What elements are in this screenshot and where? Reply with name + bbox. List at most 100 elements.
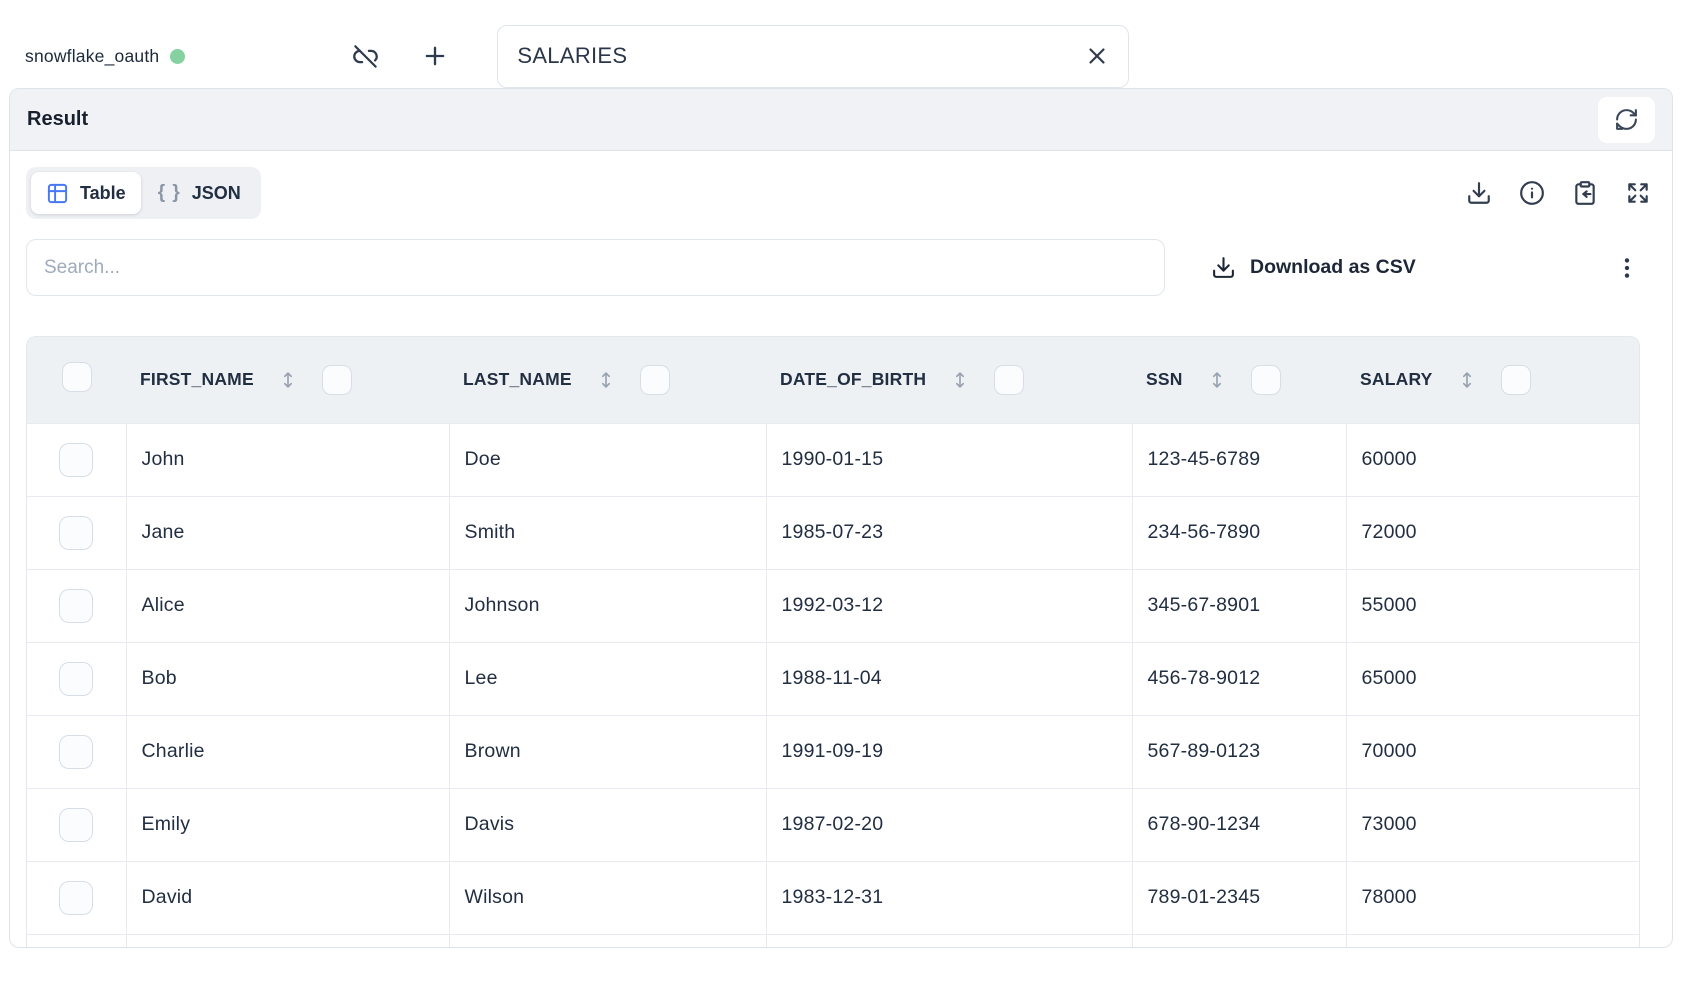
column-checkbox[interactable] (1250, 364, 1281, 395)
table-cell: Alice (125, 568, 449, 642)
expand-button[interactable] (1625, 180, 1651, 206)
sort-icon[interactable] (949, 369, 971, 391)
tab-table[interactable]: Table (31, 172, 141, 214)
add-button[interactable] (417, 38, 453, 74)
download-csv-label: Download as CSV (1250, 256, 1416, 278)
refresh-button[interactable] (1598, 96, 1655, 143)
clear-table-button[interactable] (1082, 41, 1112, 71)
table-row: Alice Johnson 1992-03-12 345-67-8901 55000 (27, 568, 1639, 642)
row-checkbox[interactable] (59, 661, 94, 696)
table-cell (448, 933, 766, 947)
table-cell: 1990-01-15 (765, 422, 1132, 496)
kebab-menu-icon (1624, 257, 1630, 278)
table-cell (1131, 933, 1346, 947)
tab-table-label: Table (80, 182, 126, 203)
row-checkbox[interactable] (59, 807, 94, 842)
table-grid-icon (47, 183, 68, 203)
table-cell: 234-56-7890 (1131, 495, 1346, 569)
result-header: Result (10, 89, 1672, 151)
row-select-cell (27, 568, 126, 642)
column-checkbox[interactable] (1500, 364, 1531, 395)
sort-icon[interactable] (1456, 369, 1478, 391)
column-checkbox[interactable] (994, 364, 1025, 395)
table-row: Charlie Brown 1991-09-19 567-89-0123 70000 (27, 714, 1639, 788)
table-cell: Brown (448, 714, 766, 788)
table-cell: 456-78-9012 (1131, 641, 1346, 715)
view-tab-group: Table JSON (26, 167, 261, 219)
info-button[interactable] (1519, 180, 1545, 206)
column-checkbox[interactable] (639, 364, 670, 395)
sort-icon[interactable] (1206, 369, 1228, 391)
table-cell: Smith (448, 495, 766, 569)
column-label[interactable]: FIRST_NAME (140, 369, 254, 390)
table-body: John Doe 1990-01-15 123-45-6789 60000 Jane Smi… (27, 422, 1639, 947)
expand-icon (1628, 183, 1648, 203)
table-row: Emily Davis 1987-02-20 678-90-1234 73000 (27, 787, 1639, 861)
table-cell: John (125, 422, 449, 496)
top-bar: snowflake_oauth (0, 0, 1682, 88)
table-cell: 55000 (1345, 568, 1639, 642)
download-csv-button[interactable]: Download as CSV (1205, 254, 1422, 281)
sort-icon[interactable] (277, 369, 299, 391)
table-cell: 1983-12-31 (765, 860, 1132, 934)
table-cell: 123-45-6789 (1131, 422, 1346, 496)
table-cell: 78000 (1345, 860, 1639, 934)
table-header: FIRST_NAME LAST_NAME (27, 337, 1639, 423)
download-icon (1213, 257, 1234, 278)
tab-json[interactable]: JSON (143, 172, 256, 214)
row-select-cell (27, 422, 126, 496)
download-button[interactable] (1466, 180, 1492, 206)
table-cell: 1992-03-12 (765, 568, 1132, 642)
table-cell: Johnson (448, 568, 766, 642)
unlink-button[interactable] (348, 39, 383, 74)
table-cell: Davis (448, 787, 766, 861)
search-row: Download as CSV (26, 239, 1656, 296)
view-switch-row: Table JSON (26, 167, 1656, 219)
table-cell: 789-01-2345 (1131, 860, 1346, 934)
select-all-checkbox[interactable] (61, 362, 92, 393)
close-icon (1089, 48, 1105, 64)
table-cell: 1988-11-04 (765, 641, 1132, 715)
table-cell: 1985-07-23 (765, 495, 1132, 569)
result-table: FIRST_NAME LAST_NAME (27, 337, 1639, 947)
row-select-cell (27, 641, 126, 715)
unlink-icon (353, 44, 379, 68)
result-body: Table JSON (10, 151, 1672, 947)
table-cell: David (125, 860, 449, 934)
column-header-salary: SALARY (1346, 337, 1639, 423)
copy-to-clipboard-button[interactable] (1572, 180, 1598, 206)
table-cell: 72000 (1345, 495, 1639, 569)
row-checkbox[interactable] (59, 588, 94, 623)
table-cell: 70000 (1345, 714, 1639, 788)
connection-status-dot-icon (170, 48, 186, 64)
column-header-ssn: SSN (1132, 337, 1346, 423)
column-label[interactable]: SALARY (1360, 369, 1433, 390)
table-row: David Wilson 1983-12-31 789-01-2345 78000 (27, 860, 1639, 934)
column-checkbox[interactable] (321, 364, 352, 395)
table-name-input[interactable] (515, 42, 1083, 70)
column-label[interactable]: LAST_NAME (463, 369, 572, 390)
table-cell: 1987-02-20 (765, 787, 1132, 861)
search-input[interactable] (26, 239, 1165, 296)
clipboard-paste-icon (1575, 181, 1595, 205)
column-header-date-of-birth: DATE_OF_BIRTH (766, 337, 1132, 423)
row-checkbox[interactable] (59, 734, 94, 769)
table-cell (765, 933, 1132, 947)
tab-json-label: JSON (191, 182, 241, 203)
table-cell: Charlie (125, 714, 449, 788)
column-label[interactable]: SSN (1146, 369, 1183, 390)
sort-icon[interactable] (595, 369, 617, 391)
panel-title: Result (27, 108, 89, 130)
connection-selector[interactable]: snowflake_oauth (25, 46, 186, 67)
table-cell: 678-90-1234 (1131, 787, 1346, 861)
table-name-field (497, 24, 1130, 88)
row-checkbox[interactable] (59, 515, 94, 550)
column-label[interactable]: DATE_OF_BIRTH (780, 369, 927, 390)
table-row: Bob Lee 1988-11-04 456-78-9012 65000 (27, 641, 1639, 715)
row-select-cell (27, 860, 126, 934)
row-checkbox[interactable] (59, 880, 94, 915)
row-checkbox[interactable] (59, 442, 94, 477)
table-row: John Doe 1990-01-15 123-45-6789 60000 (27, 422, 1639, 496)
table-cell: 73000 (1345, 787, 1639, 861)
more-options-button[interactable] (1614, 255, 1640, 281)
